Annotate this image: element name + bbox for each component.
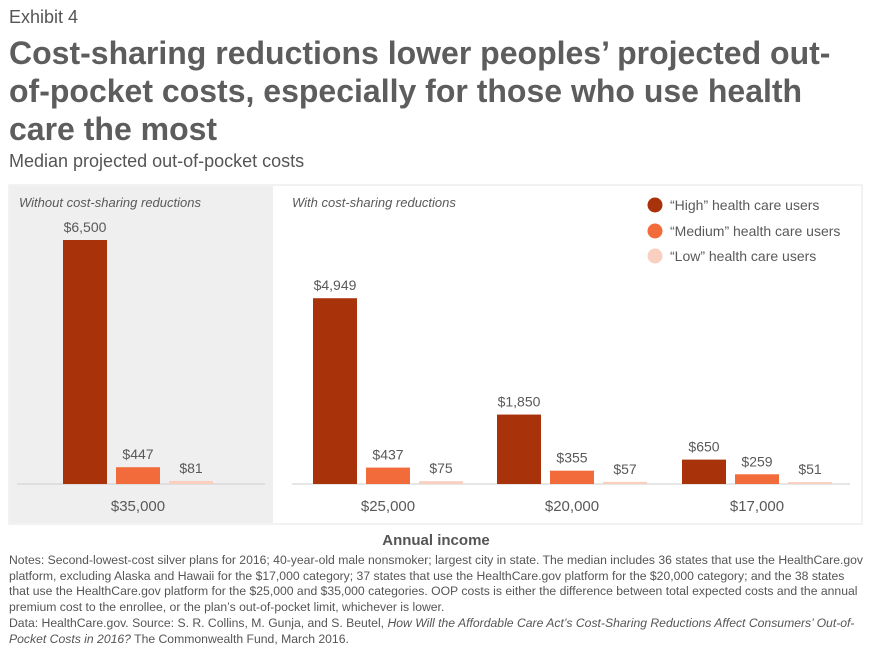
x-tick-label: $17,000 xyxy=(730,498,784,515)
bar-value-label: $6,500 xyxy=(64,219,107,235)
bar-high xyxy=(497,414,541,484)
bar-medium xyxy=(116,467,160,484)
bar-value-label: $437 xyxy=(372,447,403,463)
legend-marker xyxy=(647,197,663,213)
bar-medium xyxy=(366,467,410,484)
legend-label: “Medium” health care users xyxy=(670,223,840,239)
panel-background-without xyxy=(10,186,273,523)
x-tick-label: $20,000 xyxy=(545,498,599,515)
chart-subtitle: Median projected out-of-pocket costs xyxy=(9,151,305,171)
legend-label: “Low” health care users xyxy=(670,248,816,264)
bar-high xyxy=(313,298,357,484)
bar-value-label: $51 xyxy=(798,461,822,477)
bar-value-label: $650 xyxy=(688,439,719,455)
bar-low xyxy=(419,481,463,484)
x-axis-title: Annual income xyxy=(382,532,490,549)
bar-low xyxy=(788,482,832,484)
bar-value-label: $1,850 xyxy=(498,394,541,410)
source-text: Data: HealthCare.gov. Source: S. R. Coll… xyxy=(9,616,865,647)
bar-value-label: $81 xyxy=(179,460,203,476)
legend-marker xyxy=(647,248,663,264)
source-suffix: The Commonwealth Fund, March 2016. xyxy=(130,631,349,646)
source-title: How Will the Affordable Care Act’s Cost-… xyxy=(9,616,855,646)
bar-high xyxy=(63,240,107,484)
bar-chart: Without cost-sharing reductions With cost… xyxy=(8,184,863,549)
x-tick-label: $35,000 xyxy=(111,498,165,515)
notes-block: Notes: Second-lowest-cost silver plans f… xyxy=(9,553,865,648)
panel-label-with: With cost-sharing reductions xyxy=(292,195,456,210)
legend-marker xyxy=(647,223,663,239)
chart-title: Cost-sharing reductions lower peoples’ p… xyxy=(9,35,831,147)
bar-low xyxy=(169,480,213,484)
bar-value-label: $75 xyxy=(429,460,453,476)
bar-low xyxy=(603,481,647,484)
panel-label-without: Without cost-sharing reductions xyxy=(19,195,201,210)
source-prefix: Data: HealthCare.gov. Source: S. R. Coll… xyxy=(9,616,388,631)
legend-label: “High” health care users xyxy=(670,197,819,213)
bar-high xyxy=(682,459,726,484)
bar-value-label: $57 xyxy=(613,461,637,477)
x-tick-label: $25,000 xyxy=(361,498,415,515)
bar-medium xyxy=(735,474,779,484)
bar-value-label: $355 xyxy=(556,450,587,466)
bar-value-label: $4,949 xyxy=(314,277,357,293)
exhibit-label: Exhibit 4 xyxy=(9,7,79,27)
bar-medium xyxy=(550,470,594,484)
bar-value-label: $447 xyxy=(122,446,153,462)
notes-text: Notes: Second-lowest-cost silver plans f… xyxy=(9,553,864,614)
bar-value-label: $259 xyxy=(741,453,772,469)
